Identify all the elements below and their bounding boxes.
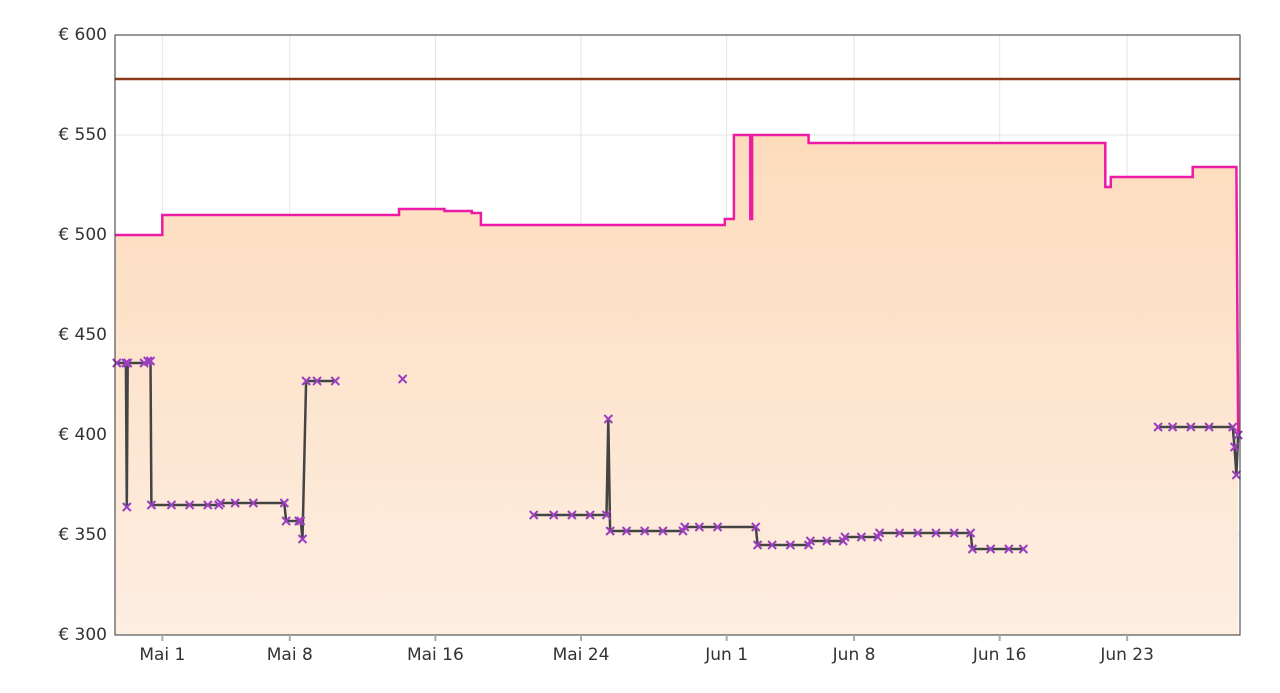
axes: € 300 € 350 € 400 € 450 € 500 € 550 € 600 Mai 1…: [58, 25, 1154, 665]
offer-marker: [112, 358, 122, 368]
offer-marker: [658, 526, 668, 536]
x-tick-label: Jun 23: [1099, 645, 1154, 665]
y-tick-label: € 300: [58, 625, 107, 645]
offer-marker: [949, 528, 959, 538]
offer-marker: [567, 510, 577, 520]
offer-marker: [752, 540, 763, 550]
offer-marker: [528, 510, 539, 520]
offer-marker: [840, 532, 850, 542]
offer-marker: [1004, 544, 1014, 554]
offer-marker: [143, 356, 153, 366]
offer-marker: [184, 500, 195, 510]
offer-marker: [1204, 422, 1214, 432]
offer-marker: [601, 510, 612, 520]
plot-frame: [114, 34, 1241, 636]
offer-marker: [694, 522, 705, 532]
x-tick-label: Mai 1: [139, 645, 185, 665]
offer-marker: [894, 528, 905, 538]
y-tick-label: € 450: [58, 325, 107, 345]
offer-marker: [751, 522, 761, 532]
offer-marker: [1186, 422, 1196, 432]
offer-marker: [965, 528, 976, 538]
offer-marker: [1153, 422, 1163, 432]
offer-marker: [1233, 430, 1243, 440]
y-tick-label: € 500: [58, 225, 107, 245]
x-tick-label: Jun 16: [972, 645, 1027, 665]
offer-marker: [297, 534, 308, 544]
offer-marker: [248, 498, 259, 508]
offer-marker: [913, 528, 923, 538]
offer-marker: [330, 376, 340, 386]
offer-marker: [279, 498, 290, 508]
offer-marker: [603, 414, 614, 424]
offer-marker: [822, 536, 832, 546]
offer-marker: [122, 502, 132, 512]
offer-marker: [767, 540, 777, 550]
offer-marker: [856, 532, 867, 542]
offer-marker: [301, 376, 311, 386]
offer-marker: [281, 516, 291, 526]
offer-marker: [805, 536, 816, 546]
plot-area: [112, 77, 1243, 635]
offer-marker: [785, 540, 796, 550]
offer-marker: [1018, 544, 1029, 554]
x-tick-label: Mai 16: [407, 645, 464, 665]
offer-marker: [640, 526, 650, 536]
offer-marker: [203, 500, 213, 510]
y-tick-label: € 350: [58, 525, 107, 545]
offer-marker: [585, 510, 595, 520]
x-tick-label: Jun 8: [832, 645, 876, 665]
offer-marker: [712, 522, 723, 532]
offer-marker: [215, 498, 226, 508]
offer-marker: [621, 526, 632, 536]
offer-marker: [1228, 422, 1238, 432]
offer-marker: [230, 498, 240, 508]
offer-marker: [874, 528, 885, 538]
offer-marker: [295, 516, 306, 526]
offer-marker: [146, 500, 157, 510]
x-tick-label: Jun 1: [704, 645, 748, 665]
offer-marker: [967, 544, 978, 554]
offer-marker: [985, 544, 996, 554]
x-tick-label: Mai 24: [553, 645, 610, 665]
offer-line: [1158, 425, 1240, 476]
offer-marker: [294, 516, 304, 526]
offer-marker: [1229, 442, 1240, 452]
offer-marker: [1231, 470, 1242, 480]
y-tick-label: € 400: [58, 425, 107, 445]
offer-marker: [680, 522, 690, 532]
offer-marker: [605, 526, 615, 536]
offer-marker: [123, 358, 133, 368]
y-tick-label: € 600: [58, 25, 107, 45]
y-tick-label: € 550: [58, 125, 107, 145]
price-line: [115, 133, 1240, 436]
offer-marker: [1167, 422, 1178, 432]
offer-marker: [166, 500, 177, 510]
x-tick-label: Mai 8: [267, 645, 313, 665]
offer-marker: [931, 528, 941, 538]
offer-marker: [121, 358, 131, 368]
price-area: [115, 135, 1239, 635]
offer-marker: [397, 374, 408, 384]
offer-marker: [145, 356, 156, 366]
offer-marker: [312, 376, 322, 386]
offer-marker: [549, 510, 559, 520]
